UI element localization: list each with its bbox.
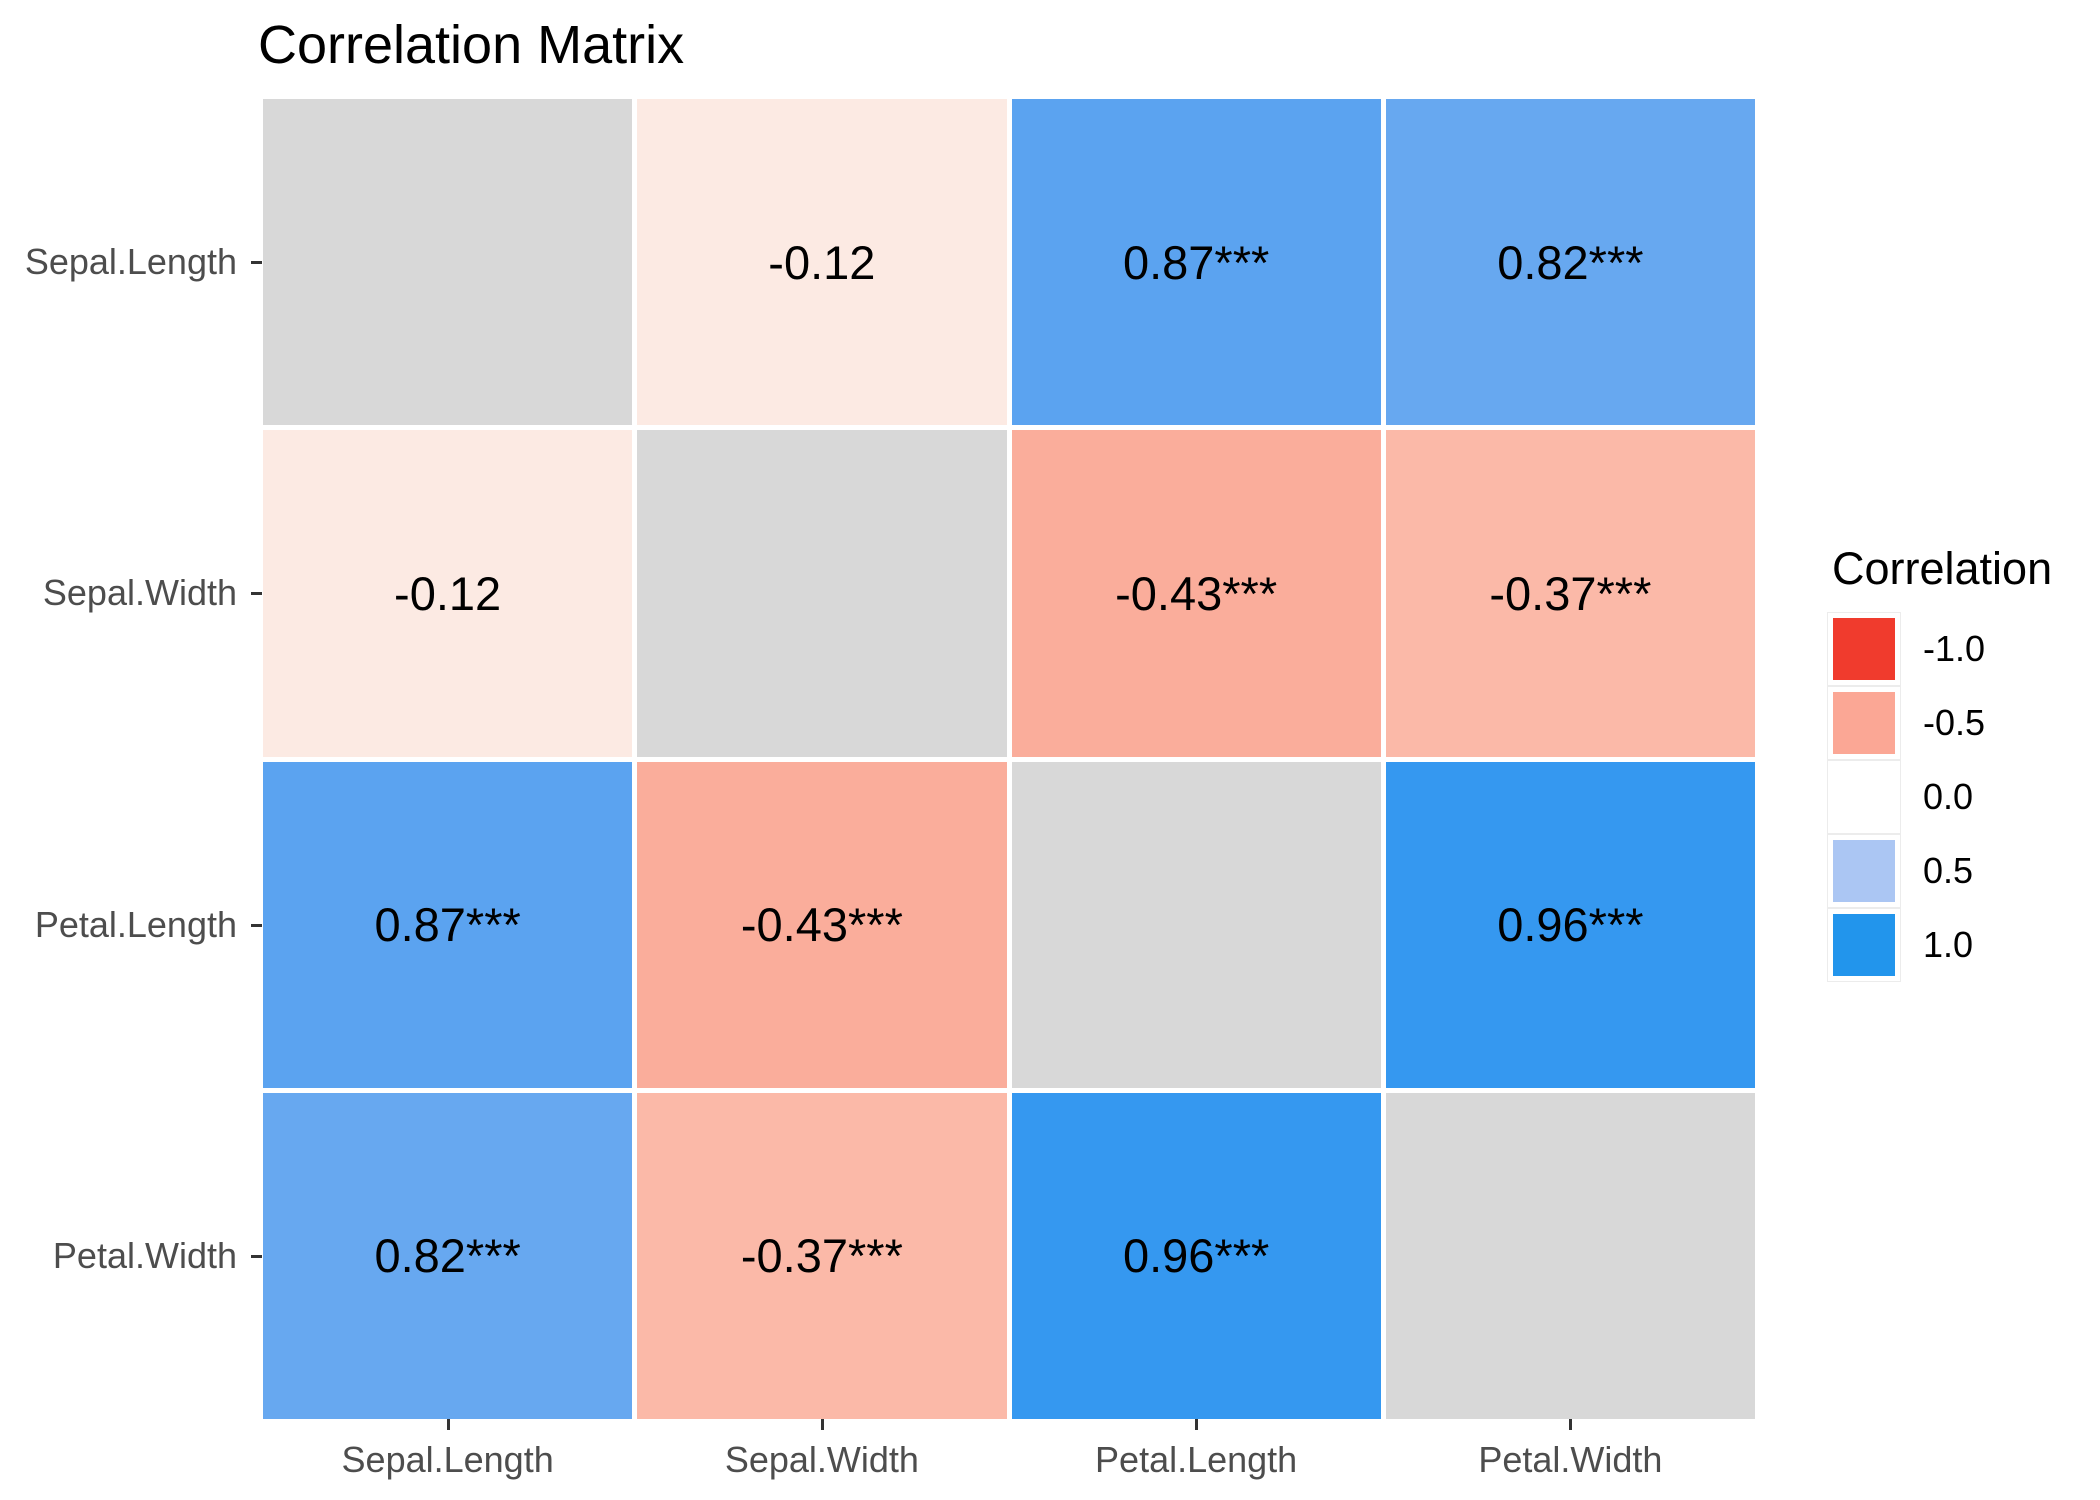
y-axis-label: Petal.Width xyxy=(52,1234,237,1276)
chart-title: Correlation Matrix xyxy=(258,15,685,75)
legend-swatch xyxy=(1833,766,1895,828)
x-axis-tick xyxy=(1569,1419,1573,1430)
legend-label: 0.0 xyxy=(1923,776,1974,817)
matrix-cell: 0.96*** xyxy=(1385,761,1755,1088)
legend-label: -0.5 xyxy=(1923,702,1986,743)
y-axis-tick xyxy=(251,1254,262,1258)
y-axis-tick xyxy=(251,592,262,596)
x-axis-label: Petal.Length xyxy=(1095,1439,1298,1480)
matrix-cell xyxy=(1385,1092,1755,1419)
heatmap-panel: -0.12 0.87*** 0.82*** -0.12 -0.43*** -0.37***… xyxy=(263,99,1755,1419)
matrix-cell: 0.82*** xyxy=(1385,99,1755,426)
matrix-cell: 0.87*** xyxy=(1011,99,1381,426)
x-axis-label: Sepal.Length xyxy=(341,1439,554,1480)
legend-key xyxy=(1828,909,1900,981)
legend-swatch xyxy=(1833,618,1895,680)
legend-label: 1.0 xyxy=(1923,924,1974,965)
legend-key xyxy=(1828,613,1900,685)
matrix-cell: -0.37*** xyxy=(1385,430,1755,757)
y-axis-label: Petal.Length xyxy=(34,903,237,945)
x-axis-tick xyxy=(1195,1419,1199,1430)
matrix-cell: -0.43*** xyxy=(1011,430,1381,757)
x-axis-tick xyxy=(446,1419,450,1430)
y-axis-label: Sepal.Width xyxy=(42,572,237,614)
matrix-cell xyxy=(1011,761,1381,1088)
matrix-cell: 0.87*** xyxy=(263,761,633,1088)
matrix-cell: -0.12 xyxy=(637,99,1007,426)
y-axis-tick xyxy=(251,923,262,927)
legend-title: Correlation xyxy=(1832,543,2053,594)
y-axis-tick xyxy=(251,261,262,265)
legend-label: 0.5 xyxy=(1923,850,1974,891)
y-axis-label: Sepal.Length xyxy=(24,241,237,283)
matrix-cell: -0.12 xyxy=(263,430,633,757)
x-axis-tick xyxy=(820,1419,824,1430)
matrix-cell: -0.43*** xyxy=(637,761,1007,1088)
matrix-cell: -0.37*** xyxy=(637,1092,1007,1419)
legend-swatch xyxy=(1833,914,1895,976)
legend-label: -1.0 xyxy=(1923,628,1986,669)
matrix-cell: 0.96*** xyxy=(1011,1092,1381,1419)
legend-key xyxy=(1828,761,1900,833)
matrix-cell xyxy=(263,99,633,426)
legend-swatch xyxy=(1833,692,1895,754)
x-axis-label: Sepal.Width xyxy=(724,1439,919,1480)
legend-key xyxy=(1828,687,1900,759)
legend-swatch xyxy=(1833,840,1895,902)
matrix-cell: 0.82*** xyxy=(263,1092,633,1419)
matrix-cell xyxy=(637,430,1007,757)
legend-key xyxy=(1828,835,1900,907)
x-axis-label: Petal.Width xyxy=(1478,1439,1663,1480)
